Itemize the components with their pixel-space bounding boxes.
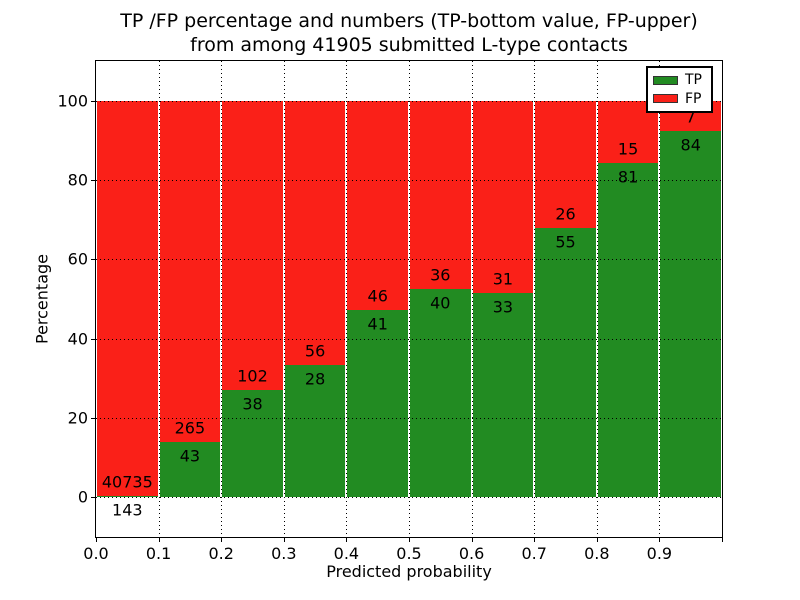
legend-label-fp: FP [685,90,702,107]
tp-bar-segment [222,389,283,498]
fp-bar-segment [472,100,534,293]
x-tick-label: 0.3 [271,544,297,563]
fp-count-label: 31 [492,269,514,289]
x-tick-mark [96,537,97,542]
y-tick-mark [91,418,96,419]
y-tick-label: 100 [57,91,88,111]
tp-count-label: 143 [112,500,143,520]
tp-bar-segment [472,292,534,498]
x-tick-mark [283,537,285,542]
x-gridline [158,61,160,537]
x-tick-mark [158,537,160,542]
chart-title-line1: TP /FP percentage and numbers (TP-bottom… [120,10,698,32]
y-tick-label: 20 [67,408,88,428]
x-gridline [283,61,285,537]
y-tick-mark [91,338,96,340]
y-tick-mark [91,259,96,261]
fp-count-label: 36 [430,265,451,285]
y-axis-label: Percentage [32,253,52,345]
tp-count-label: 28 [304,369,326,389]
x-tick-mark [722,537,723,542]
tp-bar-segment [159,441,221,498]
x-tick-label: 0.1 [145,544,172,563]
x-tick-label: 0.5 [396,544,422,563]
legend-item-fp: FP [653,92,706,106]
x-tick-label: 0.7 [521,544,547,563]
x-gridline [409,61,410,537]
fp-bar-segment [347,100,408,311]
y-tick-mark [91,180,96,181]
y-tick-mark [91,100,96,102]
fp-count-label: 15 [617,139,639,159]
chart-title-line2: from among 41905 submitted L-type contac… [190,34,628,56]
y-tick-label: 80 [67,170,88,190]
tp-bar-segment [284,365,346,498]
plot-area: 40735 143 265 43 102 38 56 28 46 41 36 40 31 33 26 55 15… [95,60,723,538]
tp-bar-segment [347,310,408,498]
x-tick-label: 0.4 [333,544,360,563]
fp-swatch-icon [653,94,678,104]
x-tick-mark [409,537,410,542]
fp-count-label: 7 [685,107,696,127]
x-tick-mark [471,537,473,542]
x-tick-label: 0.6 [458,544,485,563]
tp-count-label: 40 [430,293,451,313]
x-tick-label: 0.0 [83,544,109,563]
fp-count-label: 56 [304,341,326,361]
x-gridline [596,61,598,537]
tp-count-label: 81 [617,167,639,187]
y-tick-label: 60 [67,249,88,269]
tp-bar-segment [410,288,471,498]
x-tick-mark [596,537,598,542]
x-gridline [346,61,348,537]
chart-title: TP /FP percentage and numbers (TP-bottom… [9,9,800,57]
tp-count-label: 43 [179,446,201,466]
x-tick-mark [221,537,223,542]
fp-count-label: 102 [237,366,268,386]
tp-bar-segment [535,227,596,498]
x-tick-label: 0.8 [584,544,610,563]
fp-count-label: 265 [174,418,206,438]
y-tick-label: 40 [67,329,88,349]
x-tick-mark [346,537,348,542]
legend-label-tp: TP [685,72,702,89]
x-tick-mark [659,537,661,542]
tp-count-label: 33 [492,297,514,317]
tp-count-label: 55 [555,232,576,252]
fp-count-label: 40735 [101,472,153,492]
x-gridline [221,61,223,537]
fp-bar-segment [535,100,596,228]
tp-count-label: 84 [680,135,701,155]
x-tick-mark [534,537,536,542]
x-gridline [471,61,473,537]
tp-count-label: 41 [367,314,388,334]
fp-count-label: 26 [555,204,576,224]
tp-swatch-icon [653,75,678,85]
tp-bar-segment [597,162,659,498]
tp-bar-segment [660,131,721,498]
tp-bar-segment [97,495,158,498]
fp-bar-segment [97,100,158,496]
tp-count-label: 38 [242,394,263,414]
x-tick-label: 0.9 [646,544,673,563]
x-gridline [659,61,661,537]
x-axis-label: Predicted probability [326,562,492,581]
fp-count-label: 46 [367,286,388,306]
fp-bar-segment [159,100,221,442]
y-tick-label: 0 [77,487,88,507]
legend-item-tp: TP [653,73,706,87]
fp-bar-segment [222,100,283,390]
y-tick-mark [91,497,96,499]
x-tick-label: 0.2 [208,544,234,563]
fp-bar-segment [284,100,346,366]
fp-bar-segment [410,100,471,289]
legend: TP FP [646,66,713,113]
x-gridline [534,61,536,537]
